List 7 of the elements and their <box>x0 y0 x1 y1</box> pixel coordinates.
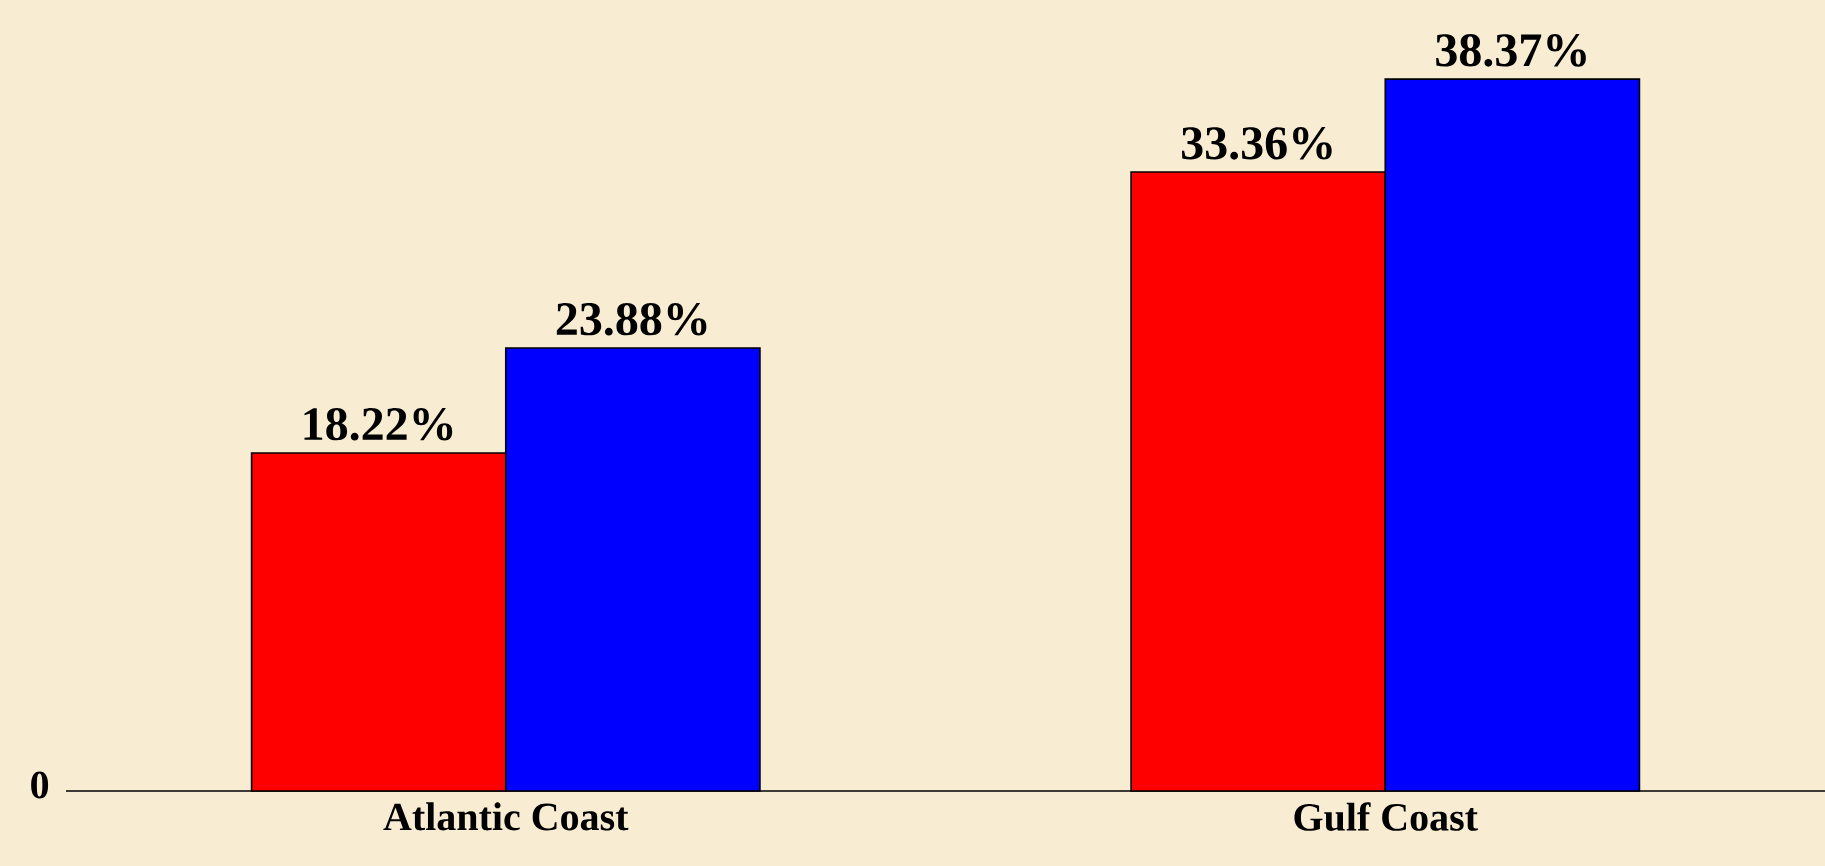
x-tick-label: Atlantic Coast <box>383 802 629 831</box>
data-label: 23.88% <box>556 302 707 336</box>
data-label: 38.37% <box>1436 34 1586 67</box>
data-label: 33.36% <box>1181 127 1332 160</box>
data-label: 18.22% <box>304 407 453 441</box>
text: 0 <box>31 771 49 799</box>
x-tick-label: Gulf Coast <box>1294 802 1478 831</box>
